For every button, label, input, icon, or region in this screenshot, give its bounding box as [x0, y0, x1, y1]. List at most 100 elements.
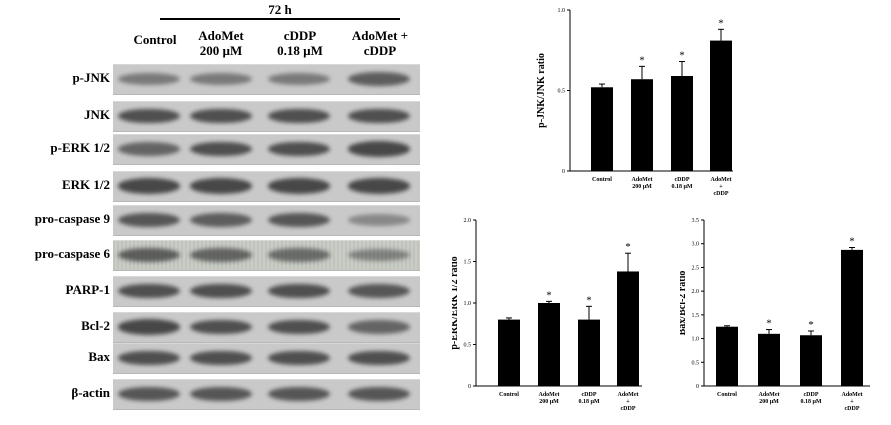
blot-band: [348, 108, 410, 124]
y-tick-label: 1.5: [464, 260, 472, 266]
blot-row-label: p-ERK 1/2: [50, 140, 110, 155]
blot-band: [118, 319, 180, 335]
category-label: AdoMet: [842, 392, 863, 398]
column-header-line1: AdoMet: [198, 28, 244, 43]
blot-band: [348, 350, 410, 366]
column-header-line1: AdoMet +: [351, 28, 409, 43]
blot-row-label: JNK: [84, 107, 110, 122]
blot-band: [190, 248, 252, 262]
significance-marker: *: [718, 17, 724, 29]
blot-band: [268, 248, 330, 262]
category-label: Control: [717, 392, 737, 398]
significance-marker: *: [849, 236, 855, 248]
category-label: 0.18 µM: [671, 184, 692, 190]
bar: [800, 335, 822, 386]
bar: [671, 76, 693, 171]
category-label: 0.18 µM: [578, 399, 599, 405]
y-tick-label: 0.5: [558, 89, 566, 95]
blot-band: [190, 108, 252, 124]
blot-band: [190, 72, 252, 86]
blot-band: [268, 386, 330, 402]
blot-band: [118, 386, 180, 402]
column-header-line1: cDDP: [283, 28, 317, 43]
blot-band: [118, 350, 180, 366]
chart-perk-erk: 0 0.5 1.0 1.5 2.0 p-ERK/ERK 1/2 ratio Control *…: [452, 218, 642, 412]
category-label: AdoMet: [759, 392, 780, 398]
chart-pjnk-jnk: 0 0.5 1.0 p-JNK/JNK ratio Control * AdoMet 200 …: [536, 8, 733, 197]
blot-strip: [113, 64, 420, 95]
blot-band: [348, 214, 410, 226]
blot-band: [118, 108, 180, 124]
column-header-control: Control: [120, 32, 190, 47]
blot-band: [190, 213, 252, 227]
blot-row-label: β-actin: [71, 385, 110, 400]
column-header-adomet: AdoMet 200 µM: [186, 28, 256, 58]
blot-band: [118, 283, 180, 299]
blot-row-label: Bax: [88, 349, 110, 364]
blot-band: [348, 72, 410, 86]
blot-band: [348, 249, 410, 261]
bar: [841, 249, 863, 386]
blot-band: [118, 212, 180, 228]
blot-strip: [113, 205, 420, 236]
category-label: cDDP: [582, 392, 597, 398]
time-label: 72 h: [268, 2, 292, 17]
bar: [631, 79, 653, 171]
y-axis-label: p-ERK/ERK 1/2 ratio: [452, 256, 460, 349]
blot-band: [190, 178, 252, 194]
category-label: cDDP: [675, 177, 690, 183]
column-header-line2: cDDP: [363, 43, 397, 58]
blot-strip: [113, 343, 420, 374]
y-tick-label: 0: [562, 169, 565, 175]
blot-strip: [113, 240, 420, 271]
blot-band: [268, 108, 330, 124]
y-tick-label: 2.0: [692, 289, 700, 295]
category-label: AdoMet: [618, 392, 639, 398]
blot-band: [118, 178, 180, 194]
bar: [498, 319, 520, 386]
significance-marker: *: [808, 319, 814, 331]
category-label: Control: [592, 177, 612, 183]
significance-marker: *: [766, 318, 772, 330]
blot-band: [348, 178, 410, 194]
significance-marker: *: [586, 294, 592, 306]
blot-band: [118, 72, 180, 86]
significance-marker: *: [679, 50, 685, 62]
y-tick-label: 3.5: [692, 218, 700, 224]
blot-band: [268, 178, 330, 194]
blot-row-label: ERK 1/2: [61, 177, 110, 192]
bar: [758, 333, 780, 386]
blot-band: [118, 248, 180, 262]
chart-bax-bcl2: 0 0.5 1.0 1.5 2.0 2.5 3.0 3.5 Bax/Bcl-2 ratio Con…: [680, 218, 870, 412]
blot-band: [190, 283, 252, 299]
category-label: 200 µM: [632, 184, 652, 190]
blot-strip: [113, 379, 420, 410]
category-label: +: [626, 399, 630, 405]
blot-band: [348, 320, 410, 334]
column-header-cddp: cDDP 0.18 µM: [265, 28, 335, 58]
y-axis-label: p-JNK/JNK ratio: [536, 53, 547, 128]
blot-band: [268, 283, 330, 299]
column-header-combo: AdoMet + cDDP: [338, 28, 422, 58]
blot-band: [348, 386, 410, 402]
blot-band: [118, 142, 180, 156]
y-tick-label: 0: [696, 384, 699, 390]
blot-row-label: p-JNK: [72, 70, 110, 85]
category-label: AdoMet: [711, 177, 732, 183]
blot-band: [268, 319, 330, 335]
bar: [578, 319, 600, 386]
blot-row-label: pro-caspase 9: [34, 211, 110, 226]
column-header-line1: Control: [133, 32, 177, 47]
bar: [538, 303, 560, 386]
y-tick-label: 1.0: [558, 8, 566, 14]
blot-band: [190, 386, 252, 402]
blot-band: [190, 319, 252, 335]
category-label: cDDP: [804, 392, 819, 398]
blot-strip: [113, 101, 420, 132]
significance-marker: *: [625, 241, 631, 253]
bar: [617, 271, 639, 386]
blot-band: [348, 283, 410, 299]
category-label: cDDP: [845, 406, 860, 412]
blot-strip: [113, 171, 420, 202]
blot-band: [268, 212, 330, 228]
